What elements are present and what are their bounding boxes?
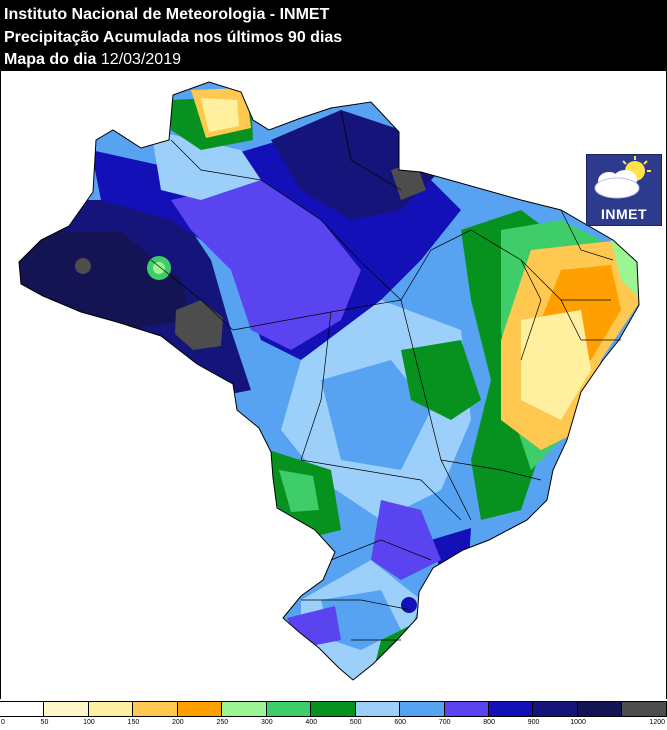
legend-tick-label: 150 [127, 719, 140, 726]
legend-tick-label: 250 [216, 719, 229, 726]
legend-tick-label: 700 [438, 719, 451, 726]
legend-swatch [176, 701, 223, 717]
legend-swatch [399, 701, 445, 717]
legend-tick-label: 500 [349, 719, 362, 726]
legend-tick-label: 400 [305, 719, 318, 726]
legend-swatch [487, 701, 534, 717]
legend-tick-label: 100 [83, 719, 95, 726]
legend-tick-label: 50 [40, 719, 49, 726]
institute-title: Instituto Nacional de Meteorologia - INM… [4, 6, 330, 23]
legend-swatch [443, 701, 489, 717]
legend-swatch [0, 701, 45, 717]
state-borders [150, 109, 621, 641]
brazil-outline [18, 81, 640, 681]
map-date: 12/03/2019 [100, 51, 181, 68]
legend-swatch [87, 701, 134, 717]
legend-tick-label: 900 [527, 719, 540, 726]
precipitation-fields [19, 82, 639, 680]
legend-tick-label: 1200 [649, 719, 665, 726]
legend-tick-label: 200 [172, 719, 184, 726]
map-date-line: Mapa do dia 12/03/2019 [4, 50, 181, 69]
color-legend: 0 50 100 150 200 250 300 400 500 600 700 800 900 1000… [0, 700, 667, 730]
legend-tick-label: 300 [260, 719, 273, 726]
map-title: Precipitação Acumulada nos últimos 90 di… [4, 29, 343, 46]
legend-swatch [354, 701, 401, 717]
legend-swatch [576, 701, 623, 717]
legend-swatch [132, 701, 178, 717]
legend-swatch [43, 701, 89, 717]
map-header: Instituto Nacional de Meteorologia - INM… [0, 0, 667, 71]
legend-swatch [532, 701, 578, 717]
legend-tick-label: 800 [483, 719, 495, 726]
date-prefix: Mapa do dia [4, 51, 97, 68]
legend-swatch [265, 701, 312, 717]
legend-swatch [221, 701, 267, 717]
legend-swatch [310, 701, 356, 717]
logo-text: INMET [600, 206, 648, 222]
sun-cloud-icon [594, 156, 651, 199]
map-area: INMET [0, 71, 667, 699]
legend-tick-label: 1000 [570, 719, 586, 726]
legend-bar [0, 701, 667, 717]
legend-tick-label: 600 [394, 719, 407, 726]
precipitation-map [18, 81, 640, 681]
legend-tick-label: 0 [1, 719, 5, 726]
inmet-logo: INMET [586, 154, 662, 226]
legend-swatch [621, 701, 667, 717]
